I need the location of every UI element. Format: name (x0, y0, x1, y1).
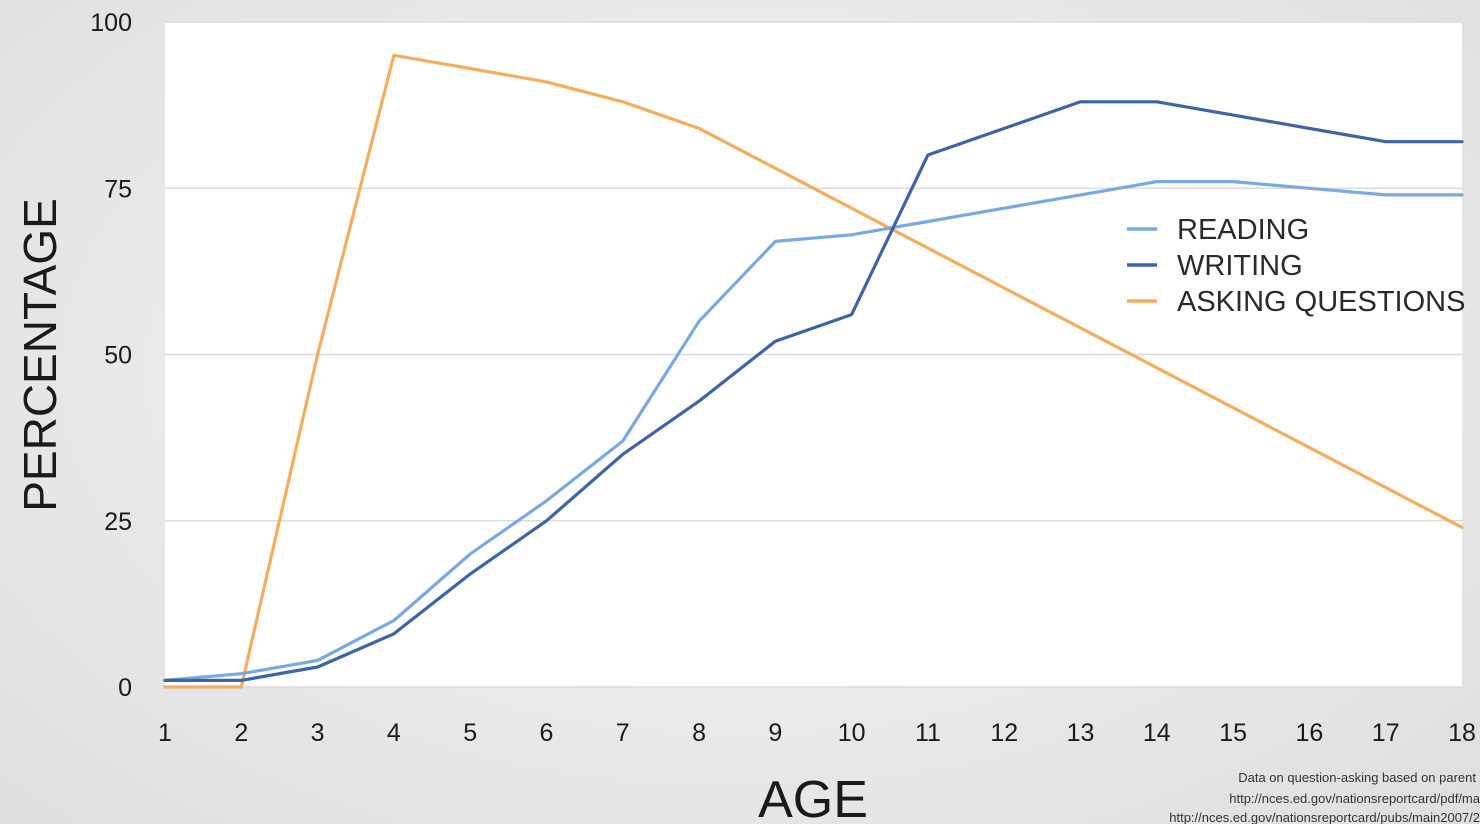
x-tick-label: 4 (387, 719, 401, 747)
y-tick-label: 100 (90, 9, 132, 37)
x-tick-label: 12 (990, 719, 1018, 747)
source-note-line-1: Data on question-asking based on parent (1238, 770, 1476, 785)
x-tick-label: 18 (1448, 719, 1476, 747)
series-line-reading (163, 180, 1464, 683)
y-axis-title: PERCENTAGE (14, 198, 66, 512)
source-note-line-2: http://nces.ed.gov/nationsreportcard/pdf… (1229, 791, 1480, 806)
x-tick-label: 16 (1296, 719, 1324, 747)
x-tick-label: 1 (158, 719, 172, 747)
y-tick-label: 25 (104, 508, 132, 536)
legend: READING WRITING ASKING QUESTIONS (1127, 214, 1465, 318)
x-tick-label: 2 (234, 719, 248, 747)
y-tick-label: 50 (104, 342, 132, 370)
legend-label: WRITING (1177, 250, 1303, 282)
x-tick-label: 15 (1219, 719, 1247, 747)
y-tick-label: 75 (104, 175, 132, 203)
x-tick-label: 3 (311, 719, 325, 747)
x-tick-label: 5 (463, 719, 477, 747)
y-tick-label: 0 (118, 674, 132, 702)
x-tick-labels: 1 2 3 4 5 6 7 8 9 10 11 12 13 14 15 16 17 18 (158, 719, 1476, 747)
legend-label: ASKING QUESTIONS (1177, 286, 1465, 318)
source-note: Data on question-asking based on parent … (1169, 770, 1480, 824)
x-tick-label: 10 (838, 719, 866, 747)
x-tick-label: 8 (692, 719, 706, 747)
x-tick-label: 9 (768, 719, 782, 747)
x-tick-label: 13 (1067, 719, 1095, 747)
x-tick-label: 6 (540, 719, 554, 747)
x-tick-label: 11 (915, 719, 941, 747)
x-tick-label: 17 (1372, 719, 1400, 747)
series-line-writing (163, 100, 1464, 683)
series-lines (163, 53, 1464, 689)
y-tick-labels: 0 25 50 75 100 (90, 9, 132, 702)
series-line-asking-questions (163, 53, 1464, 689)
x-axis-title: AGE (758, 771, 868, 824)
x-tick-label: 14 (1143, 719, 1171, 747)
legend-label: READING (1177, 214, 1309, 246)
source-note-line-3: http://nces.ed.gov/nationsreportcard/pub… (1169, 810, 1480, 824)
x-tick-label: 7 (616, 719, 630, 747)
